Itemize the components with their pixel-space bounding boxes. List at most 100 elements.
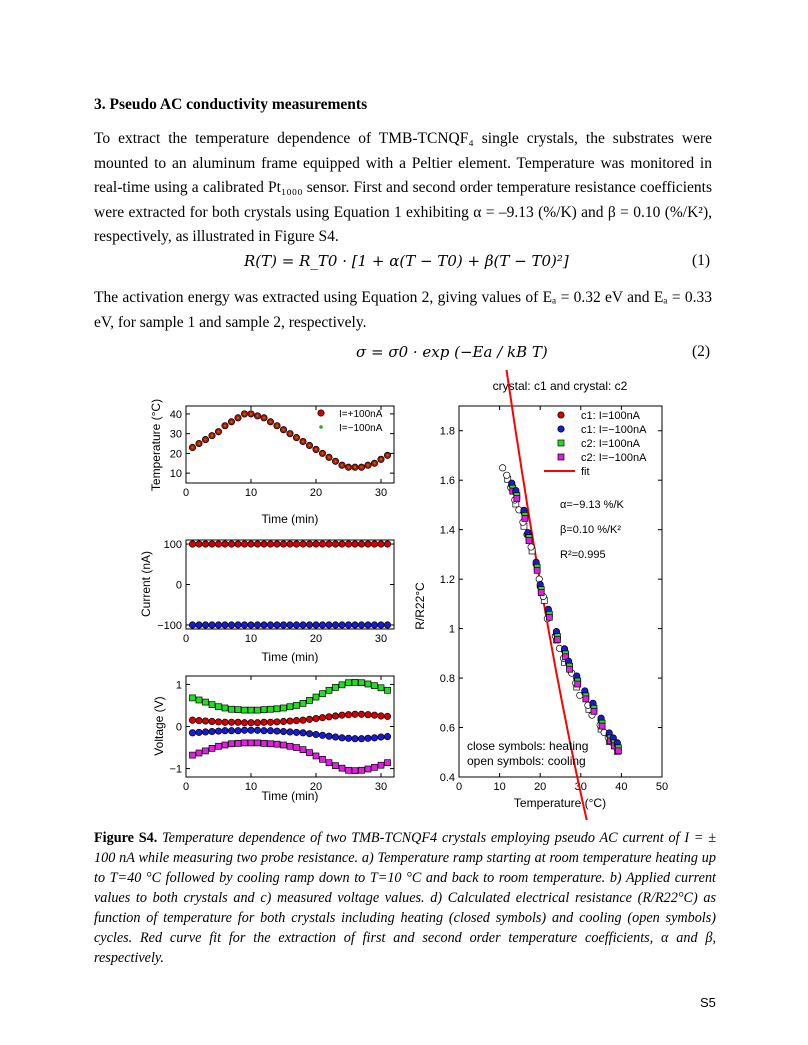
voltage-point (286, 742, 294, 750)
voltage-point (299, 746, 307, 753)
heating-c2-neg (582, 695, 590, 703)
heating-c2-neg (598, 722, 606, 730)
current-panel-xtick-label: 30 (375, 633, 387, 645)
voltage-point (351, 710, 359, 718)
legend-entry: c1: I=100nA (581, 410, 641, 422)
current-point-neg (279, 621, 288, 629)
voltage-point (202, 747, 209, 755)
voltage-point (384, 759, 391, 767)
temp-point-neg (210, 434, 214, 437)
voltage-point (332, 684, 339, 691)
current-point-neg (331, 621, 340, 629)
voltage-point (234, 739, 242, 747)
current-point-pos (260, 540, 268, 548)
legend-marker-c2-pos (557, 439, 565, 447)
current-point-pos (247, 540, 255, 548)
voltage-point (215, 703, 222, 711)
temp-point-neg (301, 440, 305, 443)
voltage-point (253, 726, 262, 734)
voltage-point (273, 718, 281, 726)
legend-entry: c2: I=100nA (581, 438, 641, 450)
resistance-panel-ytick-label: 1.8 (440, 426, 455, 438)
temp-legend-marker-neg (319, 425, 323, 429)
voltage-point (266, 718, 275, 726)
temp-point-neg (230, 420, 233, 423)
current-point-neg (344, 621, 353, 629)
voltage-point (345, 766, 352, 774)
current-point-pos (364, 540, 372, 548)
current-point-pos (286, 540, 294, 548)
voltage-point (305, 715, 314, 723)
voltage-point (214, 718, 223, 726)
voltage-point (293, 744, 300, 751)
voltage-point (215, 742, 222, 750)
voltage-point (234, 706, 242, 714)
cooling-circle (503, 471, 511, 479)
annotation-cooling: open symbols: cooling (467, 754, 586, 768)
current-xlabel: Time (min) (262, 650, 319, 664)
current-point-pos (331, 540, 340, 548)
current-point-pos (312, 540, 320, 548)
current-point-pos (208, 540, 216, 548)
voltage-point (358, 679, 365, 687)
current-point-pos (214, 540, 223, 548)
temp-point-neg (340, 464, 344, 467)
voltage-point (240, 719, 249, 727)
voltage-point (201, 728, 210, 736)
voltage-point (195, 696, 203, 704)
temp-legend-pos: I=+100nA (339, 409, 383, 420)
voltage-point (195, 749, 203, 757)
current-point-neg (253, 621, 262, 629)
voltage-point (351, 767, 359, 775)
voltage-point (319, 755, 326, 763)
heating-c2-neg (545, 613, 553, 621)
voltage-point (383, 733, 392, 741)
current-point-neg (221, 621, 229, 629)
voltage-point (221, 727, 229, 735)
temp-panel-ytick-label: 10 (170, 468, 182, 480)
current-point-pos (305, 540, 314, 548)
current-point-neg (247, 621, 255, 629)
voltage-point (273, 727, 281, 735)
resistance-panel-ytick-label: 1.6 (440, 475, 455, 487)
voltage-point (364, 680, 372, 688)
temp-point-neg (360, 466, 363, 469)
voltage-point (357, 710, 366, 718)
temp-legend-neg: I=−100nA (339, 423, 383, 434)
voltage-point (292, 717, 301, 725)
temp-point-neg (282, 428, 285, 431)
voltage-point (247, 719, 255, 727)
voltage-point (280, 741, 287, 749)
legend-marker-c1-pos (557, 411, 565, 419)
voltage-panel-frame (185, 675, 395, 778)
voltage-point (195, 728, 203, 736)
voltage-point (253, 719, 262, 727)
voltage-point (351, 678, 359, 686)
current-point-pos (370, 540, 379, 548)
current-point-neg (299, 621, 307, 629)
fit-curve (505, 370, 588, 820)
current-point-pos (266, 540, 275, 548)
legend-entry: c1: I=−100nA (581, 424, 647, 436)
current-point-pos (292, 540, 301, 548)
voltage-point (305, 730, 314, 738)
current-point-pos (357, 540, 366, 548)
heating-c2-neg (566, 665, 573, 673)
voltage-point (234, 718, 242, 726)
voltage-point (325, 713, 333, 721)
current-point-pos (325, 540, 333, 548)
current-point-pos (240, 540, 249, 548)
voltage-point (280, 704, 287, 712)
voltage-point (338, 734, 346, 742)
voltage-point (227, 727, 236, 735)
voltage-point (312, 693, 320, 701)
temp-point-neg (197, 442, 201, 445)
current-point-neg (357, 621, 366, 629)
voltage-point (358, 766, 365, 774)
current-point-pos (273, 540, 281, 548)
voltage-point (279, 717, 288, 726)
voltage-point (318, 714, 327, 722)
current-point-neg (292, 621, 301, 629)
voltage-point (332, 762, 339, 769)
voltage-point (299, 716, 307, 724)
